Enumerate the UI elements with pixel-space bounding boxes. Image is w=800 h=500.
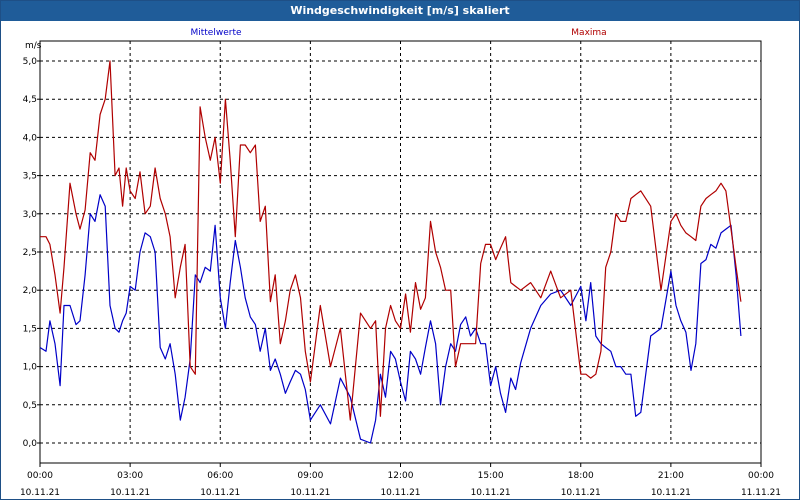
series-lines xyxy=(39,60,742,444)
y-tick-label: 3,5 xyxy=(23,172,37,182)
legend-mittelwerte: Mittelwerte xyxy=(190,28,241,38)
y-tick-label: 2,0 xyxy=(23,286,38,296)
x-tick-date: 10.11.21 xyxy=(561,488,601,498)
series-line-maxima xyxy=(40,60,742,421)
x-tick-time: 09:00 xyxy=(297,471,323,481)
series-line-mittelwerte xyxy=(39,194,742,444)
y-tick-label: 4,0 xyxy=(23,133,38,143)
chart-plot: 0,0 0,5 1,0 1,5 2,0 2,5 3,0 3,5 4,0 4,5 5,0 00:00 1… xyxy=(20,28,781,498)
x-tick-date: 10.11.21 xyxy=(20,488,60,498)
y-axis-label: m/s xyxy=(25,41,42,51)
legend-maxima: Maxima xyxy=(571,28,606,38)
y-tick-label: 1,5 xyxy=(23,324,37,334)
y-tick-label: 1,0 xyxy=(23,363,38,373)
x-axis-ticks: 00:00 10.11.21 03:00 10.11.21 06:00 10.11.21 0… xyxy=(20,463,781,498)
x-tick-time: 15:00 xyxy=(478,471,504,481)
x-tick-date: 11.11.21 xyxy=(741,488,781,498)
x-tick-time: 21:00 xyxy=(658,471,684,481)
x-tick-date: 10.11.21 xyxy=(290,488,330,498)
window-title: Windgeschwindigkeit [m/s] skaliert xyxy=(1,1,799,21)
x-tick-time: 00:00 xyxy=(27,471,53,481)
y-tick-label: 4,5 xyxy=(23,95,37,105)
y-tick-label: 3,0 xyxy=(23,210,38,220)
x-tick-time: 03:00 xyxy=(117,471,143,481)
x-tick-time: 12:00 xyxy=(388,471,414,481)
x-tick-date: 10.11.21 xyxy=(200,488,240,498)
y-tick-label: 0,5 xyxy=(23,401,37,411)
x-tick-date: 10.11.21 xyxy=(110,488,150,498)
x-tick-time: 06:00 xyxy=(207,471,233,481)
y-tick-label: 2,5 xyxy=(23,248,37,258)
y-axis-ticks: 0,0 0,5 1,0 1,5 2,0 2,5 3,0 3,5 4,0 4,5 5,0 xyxy=(23,57,40,449)
x-tick-date: 10.11.21 xyxy=(471,488,511,498)
y-tick-label: 0,0 xyxy=(23,439,38,449)
x-tick-time: 18:00 xyxy=(568,471,594,481)
grid-lines xyxy=(40,41,761,444)
x-tick-time: 00:00 xyxy=(748,471,774,481)
x-tick-date: 10.11.21 xyxy=(380,488,420,498)
y-tick-label: 5,0 xyxy=(23,57,38,67)
x-tick-date: 10.11.21 xyxy=(651,488,691,498)
